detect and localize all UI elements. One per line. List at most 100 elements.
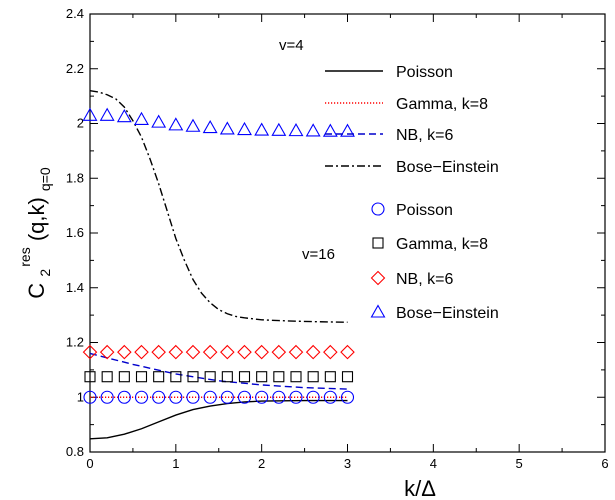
- axis-ticks: 0 1 2 3 4 5 6 0.8 1 1.2 1.4 1.6 1.8 2 2.2 2.4: [66, 6, 609, 471]
- point-v-16-bose-einstein: [288, 122, 304, 137]
- legend-label-v-4-gamma-k-8: Gamma, k=8: [396, 96, 488, 113]
- point-v-16-gamma-k-8: [153, 371, 165, 383]
- legend-marker-v-16-gamma-k-8: [372, 237, 384, 249]
- point-v-16-nb-k-6: [99, 344, 115, 360]
- y-axis-title-sup: res: [17, 247, 33, 266]
- point-v-16-gamma-k-8: [221, 371, 233, 383]
- series-line-v-4-nb-k-6: [89, 352, 348, 390]
- point-v-16-poisson: [152, 390, 166, 404]
- legend-label-v-4-nb-k-6: NB, k=6: [396, 127, 453, 144]
- point-v-16-nb-k-6: [168, 344, 184, 360]
- point-v-16-poisson: [83, 390, 97, 404]
- x-tick-label: 1: [172, 456, 179, 471]
- point-v-16-poisson: [186, 390, 200, 404]
- point-v-16-bose-einstein: [185, 118, 201, 132]
- point-v-16-nb-k-6: [134, 344, 149, 360]
- y-tick-label: 0.8: [66, 444, 84, 459]
- series-layer: [82, 89, 355, 440]
- x-tick-label: 4: [430, 456, 437, 471]
- point-v-16-gamma-k-8: [135, 371, 148, 383]
- point-v-16-poisson: [340, 390, 355, 404]
- point-v-16-poisson: [117, 390, 131, 404]
- legend-marker-v-16-nb-k-6: [370, 270, 386, 286]
- point-v-16-bose-einstein: [116, 109, 132, 123]
- y-tick-label: 2.2: [66, 61, 84, 76]
- svg-text:C 2 res (q,k: C 2 res (q,k) q=0: [10, 167, 55, 299]
- point-v-16-nb-k-6: [288, 344, 304, 360]
- point-v-16-bose-einstein: [237, 121, 252, 136]
- legend-label-v-16-nb-k-6: NB, k=6: [396, 271, 453, 288]
- x-tick-label: 0: [86, 456, 93, 471]
- y-tick-label: 1.6: [66, 225, 84, 240]
- legend-group-label: v=16: [302, 246, 335, 263]
- point-v-16-gamma-k-8: [290, 371, 302, 383]
- y-axis-title-args: (q,k): [24, 197, 49, 241]
- point-v-16-nb-k-6: [202, 344, 218, 360]
- y-axis-title-sub: 2: [37, 269, 53, 277]
- point-v-16-bose-einstein: [151, 114, 167, 128]
- point-v-16-poisson: [255, 390, 269, 404]
- point-v-16-bose-einstein: [254, 122, 270, 136]
- x-tick-label: 3: [344, 456, 351, 471]
- x-tick-label: 5: [516, 456, 523, 471]
- x-axis-title: k/Δ: [404, 476, 436, 500]
- point-v-16-bose-einstein: [82, 107, 98, 121]
- point-v-16-poisson: [220, 390, 234, 404]
- point-v-16-gamma-k-8: [273, 371, 285, 383]
- plot-frame: [89, 13, 606, 453]
- x-tick-label: 2: [258, 456, 265, 471]
- point-v-16-poisson: [169, 390, 183, 404]
- point-v-16-bose-einstein: [202, 119, 218, 134]
- point-v-16-nb-k-6: [117, 344, 132, 360]
- point-v-16-bose-einstein: [322, 123, 338, 137]
- point-v-16-gamma-k-8: [187, 371, 199, 383]
- legend-label-v-4-poisson: Poisson: [396, 64, 453, 81]
- point-v-16-gamma-k-8: [341, 371, 354, 383]
- y-tick-label: 1.4: [66, 280, 84, 295]
- legend-label-v-4-bose-einstein: Bose−Einstein: [396, 159, 499, 176]
- point-v-16-nb-k-6: [271, 344, 287, 360]
- point-v-16-nb-k-6: [323, 344, 338, 360]
- y-tick-label: 1.8: [66, 170, 84, 185]
- point-v-16-nb-k-6: [237, 344, 252, 360]
- point-v-16-gamma-k-8: [118, 371, 130, 383]
- point-v-16-gamma-k-8: [170, 371, 182, 383]
- point-v-16-gamma-k-8: [101, 371, 113, 383]
- point-v-16-nb-k-6: [340, 344, 355, 360]
- point-v-16-poisson: [100, 390, 114, 404]
- point-v-16-poisson: [272, 390, 286, 404]
- y-tick-label: 2: [77, 116, 84, 131]
- legend-group-label: v=4: [279, 37, 304, 54]
- point-v-16-poisson: [237, 390, 252, 404]
- point-v-16-bose-einstein: [305, 123, 321, 137]
- y-tick-label: 2.4: [66, 6, 84, 21]
- legend-label-v-16-poisson: Poisson: [396, 202, 453, 219]
- point-v-16-bose-einstein: [134, 111, 149, 125]
- point-v-16-nb-k-6: [151, 344, 166, 360]
- point-v-16-nb-k-6: [185, 344, 201, 360]
- point-v-16-bose-einstein: [168, 117, 184, 131]
- point-v-16-nb-k-6: [220, 344, 235, 360]
- point-v-16-bose-einstein: [99, 107, 115, 121]
- point-v-16-gamma-k-8: [324, 371, 336, 383]
- point-v-16-bose-einstein: [271, 122, 287, 136]
- y-tick-label: 1: [77, 389, 84, 404]
- point-v-16-gamma-k-8: [84, 371, 96, 383]
- legend: v=4 v=16 Poisson Gamma, k=8 NB, k=6 Bose−Eins…: [279, 37, 499, 322]
- legend-marker-v-16-bose-einstein: [370, 304, 386, 318]
- point-v-16-gamma-k-8: [256, 371, 268, 383]
- point-v-16-poisson: [134, 390, 149, 404]
- point-v-16-gamma-k-8: [204, 371, 216, 383]
- y-axis-title-args-sub: q=0: [37, 167, 53, 191]
- point-v-16-gamma-k-8: [307, 371, 319, 383]
- legend-label-v-16-bose-einstein: Bose−Einstein: [396, 305, 499, 322]
- y-axis-title-main: C: [24, 283, 49, 299]
- point-v-16-bose-einstein: [340, 123, 355, 137]
- point-v-16-poisson: [306, 390, 320, 404]
- x-tick-label: 6: [601, 456, 608, 471]
- point-v-16-poisson: [289, 390, 303, 404]
- point-v-16-gamma-k-8: [238, 371, 251, 383]
- legend-label-v-16-gamma-k-8: Gamma, k=8: [396, 236, 488, 253]
- point-v-16-nb-k-6: [254, 344, 269, 360]
